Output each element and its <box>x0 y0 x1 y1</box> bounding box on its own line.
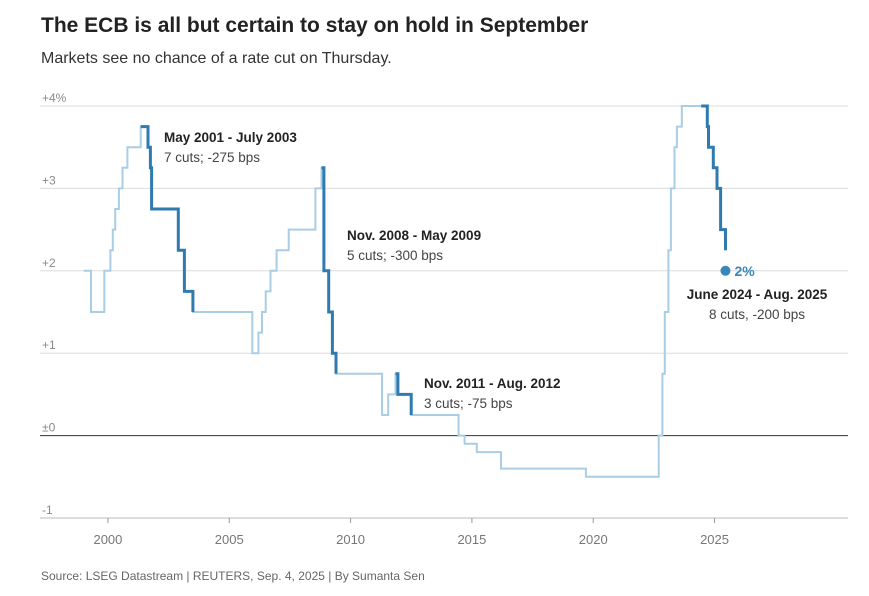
y-tick-label: +1 <box>42 338 56 352</box>
annotation-cycle-2024-subtitle: 8 cuts, -200 bps <box>709 307 805 322</box>
y-tick-label: +3 <box>42 173 56 187</box>
x-tick-label: 2005 <box>215 532 244 547</box>
x-tick-label: 2000 <box>93 532 122 547</box>
y-tick-label: +2 <box>42 256 56 270</box>
chart-title: The ECB is all but certain to stay on ho… <box>41 14 589 37</box>
x-tick-label: 2025 <box>700 532 729 547</box>
x-tick-label: 2020 <box>579 532 608 547</box>
annotation-cycle-2011-title: Nov. 2011 - Aug. 2012 <box>424 376 561 391</box>
annotation-cycle-2008-title: Nov. 2008 - May 2009 <box>347 228 481 243</box>
series-layer: 2% <box>83 104 755 478</box>
easing-cycle-line-2 <box>395 372 413 415</box>
x-tick-label: 2010 <box>336 532 365 547</box>
y-tick-label: +4% <box>42 91 67 105</box>
annotation-cycle-2024-title: June 2024 - Aug. 2025 <box>687 287 828 302</box>
easing-cycle-line-0 <box>140 125 195 312</box>
x-tick-label: 2015 <box>457 532 486 547</box>
chart-subtitle: Markets see no chance of a rate cut on T… <box>41 50 392 67</box>
source-note: Source: LSEG Datastream | REUTERS, Sep. … <box>41 569 425 583</box>
annotation-cycle-2001-subtitle: 7 cuts; -275 bps <box>164 150 260 165</box>
end-point-dot <box>720 265 731 276</box>
annotation-cycle-2001-title: May 2001 - July 2003 <box>164 130 297 145</box>
easing-cycle-line-3 <box>701 104 727 251</box>
y-tick-label: -1 <box>42 503 53 517</box>
easing-cycle-line-1 <box>321 166 338 374</box>
grid-layer: -1 ±0 +1 +2 +3 +4% 2000 2005 2010 2015 2020 2025 <box>40 91 848 547</box>
end-point-label: 2% <box>734 263 755 279</box>
annotation-cycle-2008-subtitle: 5 cuts; -300 bps <box>347 248 443 263</box>
y-tick-label: ±0 <box>42 421 56 435</box>
annotation-cycle-2011-subtitle: 3 cuts; -75 bps <box>424 396 513 411</box>
annotation-layer: May 2001 - July 2003 7 cuts; -275 bps No… <box>164 130 828 411</box>
